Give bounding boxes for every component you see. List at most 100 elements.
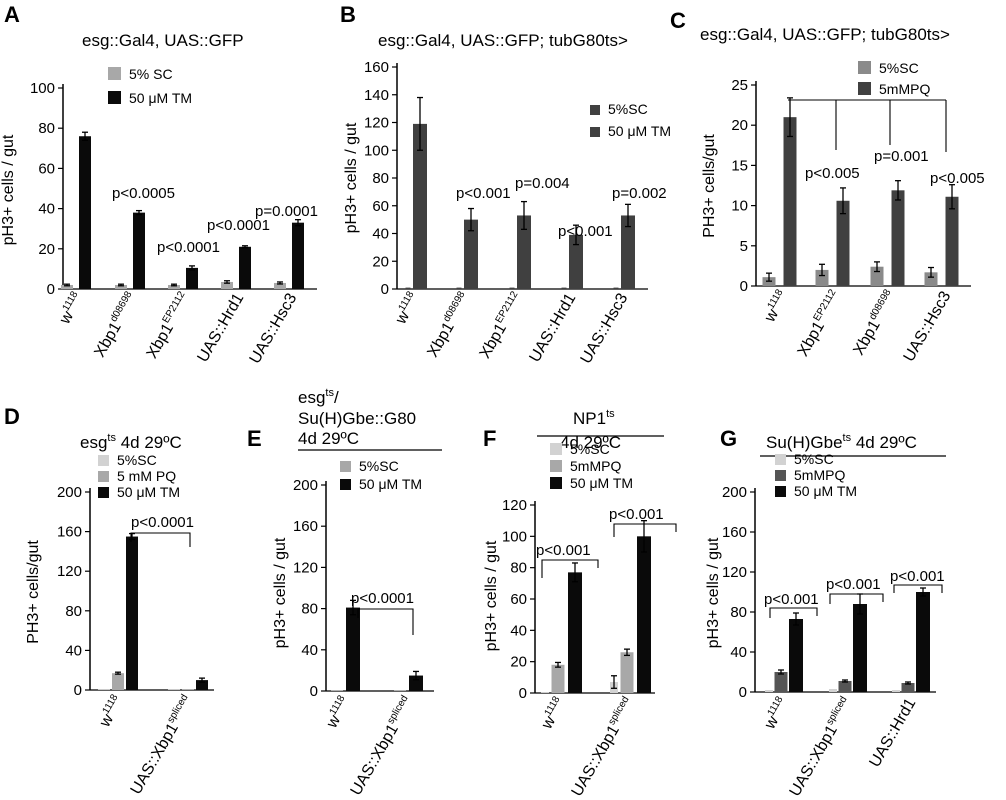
y-tick-label: 20 (510, 654, 527, 671)
bar (517, 215, 531, 289)
category-label: UAS::Hrd1 (867, 695, 920, 770)
bar (292, 222, 304, 289)
y-tick-label: 160 (722, 524, 747, 541)
y-tick-label: 20 (38, 241, 55, 258)
svg-text:4d 29ºC: 4d 29ºC (560, 433, 621, 452)
p-value-annotation: p<0.0005 (112, 185, 175, 202)
bar (870, 266, 884, 286)
p-value-annotation: p<0.001 (558, 223, 613, 240)
p-value-annotation: p<0.0001 (131, 514, 194, 531)
y-tick-label: 0 (74, 682, 82, 699)
panel-label-f: F (483, 426, 496, 451)
y-tick-label: 160 (364, 59, 389, 76)
y-axis-label: pH3+ cells / gut (483, 540, 500, 651)
bar (168, 284, 180, 289)
bar (892, 690, 900, 692)
legend-swatch (98, 487, 109, 498)
bar (561, 287, 567, 289)
bar (186, 267, 198, 289)
y-tick-label: 80 (730, 604, 747, 621)
y-tick-label: 0 (519, 685, 527, 702)
panel-label-b: B (340, 2, 356, 27)
y-tick-label: 80 (38, 120, 55, 137)
y-tick-label: 120 (364, 115, 389, 132)
y-tick-label: 100 (364, 142, 389, 159)
bar (783, 117, 797, 286)
legend-label: 5mMPQ (879, 81, 930, 97)
bar (126, 536, 138, 690)
y-tick-label: 40 (730, 644, 747, 661)
y-axis-label: pH3+ cells / gut (343, 122, 360, 233)
bar (509, 287, 515, 289)
bar (945, 196, 959, 286)
y-tick-label: 60 (38, 160, 55, 177)
y-tick-label: 160 (57, 524, 82, 541)
category-label: UAS::Hrd1 (527, 290, 580, 365)
y-tick-label: 0 (740, 278, 748, 295)
category-label: UAS::Hrd1 (195, 290, 248, 365)
bar (239, 246, 251, 289)
legend-label: 5%SC (359, 458, 399, 474)
bar (774, 672, 788, 692)
bar (569, 234, 583, 289)
legend-swatch (858, 61, 871, 74)
legend-swatch (775, 470, 786, 481)
y-tick-label: 0 (310, 683, 318, 700)
y-tick-label: 40 (65, 642, 82, 659)
p-value-annotation: p=0.001 (874, 148, 929, 165)
bar (901, 683, 915, 692)
significance-bracket (893, 584, 943, 593)
y-tick-label: 20 (731, 117, 748, 134)
panel-g-title: Su(H)Gbets 4d 29ºC (760, 432, 946, 457)
y-tick-label: 0 (47, 281, 55, 298)
y-axis-label: pH3+ cells / gut (272, 537, 289, 648)
y-tick-label: 15 (731, 157, 748, 174)
bar (568, 572, 582, 693)
legend-label: 50 μM TM (570, 475, 633, 491)
bar (853, 604, 867, 692)
legend-label: 50 μM TM (117, 484, 180, 500)
legend-swatch (108, 91, 121, 104)
p-value-annotation: p=0.0001 (255, 203, 318, 220)
bar (637, 536, 651, 693)
y-tick-label: 40 (301, 642, 318, 659)
y-tick-label: 160 (293, 518, 318, 535)
y-tick-label: 40 (372, 226, 389, 243)
y-tick-label: 5 (740, 238, 748, 255)
category-label: UAS::Hsc3 (578, 290, 632, 366)
bar (168, 689, 180, 690)
panel-a-title: esg::Gal4, UAS::GFP (82, 31, 244, 50)
legend-swatch (590, 127, 600, 137)
y-tick-label: 140 (364, 87, 389, 104)
y-tick-label: 60 (510, 591, 527, 608)
legend-label: 5 mM PQ (117, 468, 176, 484)
legend-swatch (550, 460, 562, 472)
p-value-annotation: p=0.002 (612, 185, 667, 202)
legend-swatch (340, 461, 351, 472)
panel-label-g: G (720, 426, 737, 451)
significance-bracket (613, 523, 677, 537)
category-label: Xbp1EP2112 (142, 289, 195, 361)
category-label: w1118 (54, 289, 87, 328)
y-tick-label: 100 (502, 528, 527, 545)
svg-text:esgts 4d 29ºC: esgts 4d 29ºC (80, 432, 182, 452)
y-tick-label: 80 (301, 601, 318, 618)
panel-label-c: C (670, 8, 686, 33)
bar (61, 284, 73, 289)
y-tick-label: 200 (57, 484, 82, 501)
bar (196, 680, 208, 690)
y-tick-label: 200 (722, 484, 747, 501)
legend-label: 5%SC (794, 451, 834, 467)
bar (924, 272, 938, 286)
legend-swatch (108, 67, 121, 80)
category-label: w1118 (759, 287, 792, 326)
legend-swatch (340, 479, 351, 490)
bar (112, 673, 124, 690)
legend-swatch (775, 454, 786, 465)
category-label: UAS::Xbp1spliced (126, 693, 198, 798)
y-tick-label: 80 (510, 560, 527, 577)
p-value-annotation: p<0.001 (609, 506, 664, 523)
